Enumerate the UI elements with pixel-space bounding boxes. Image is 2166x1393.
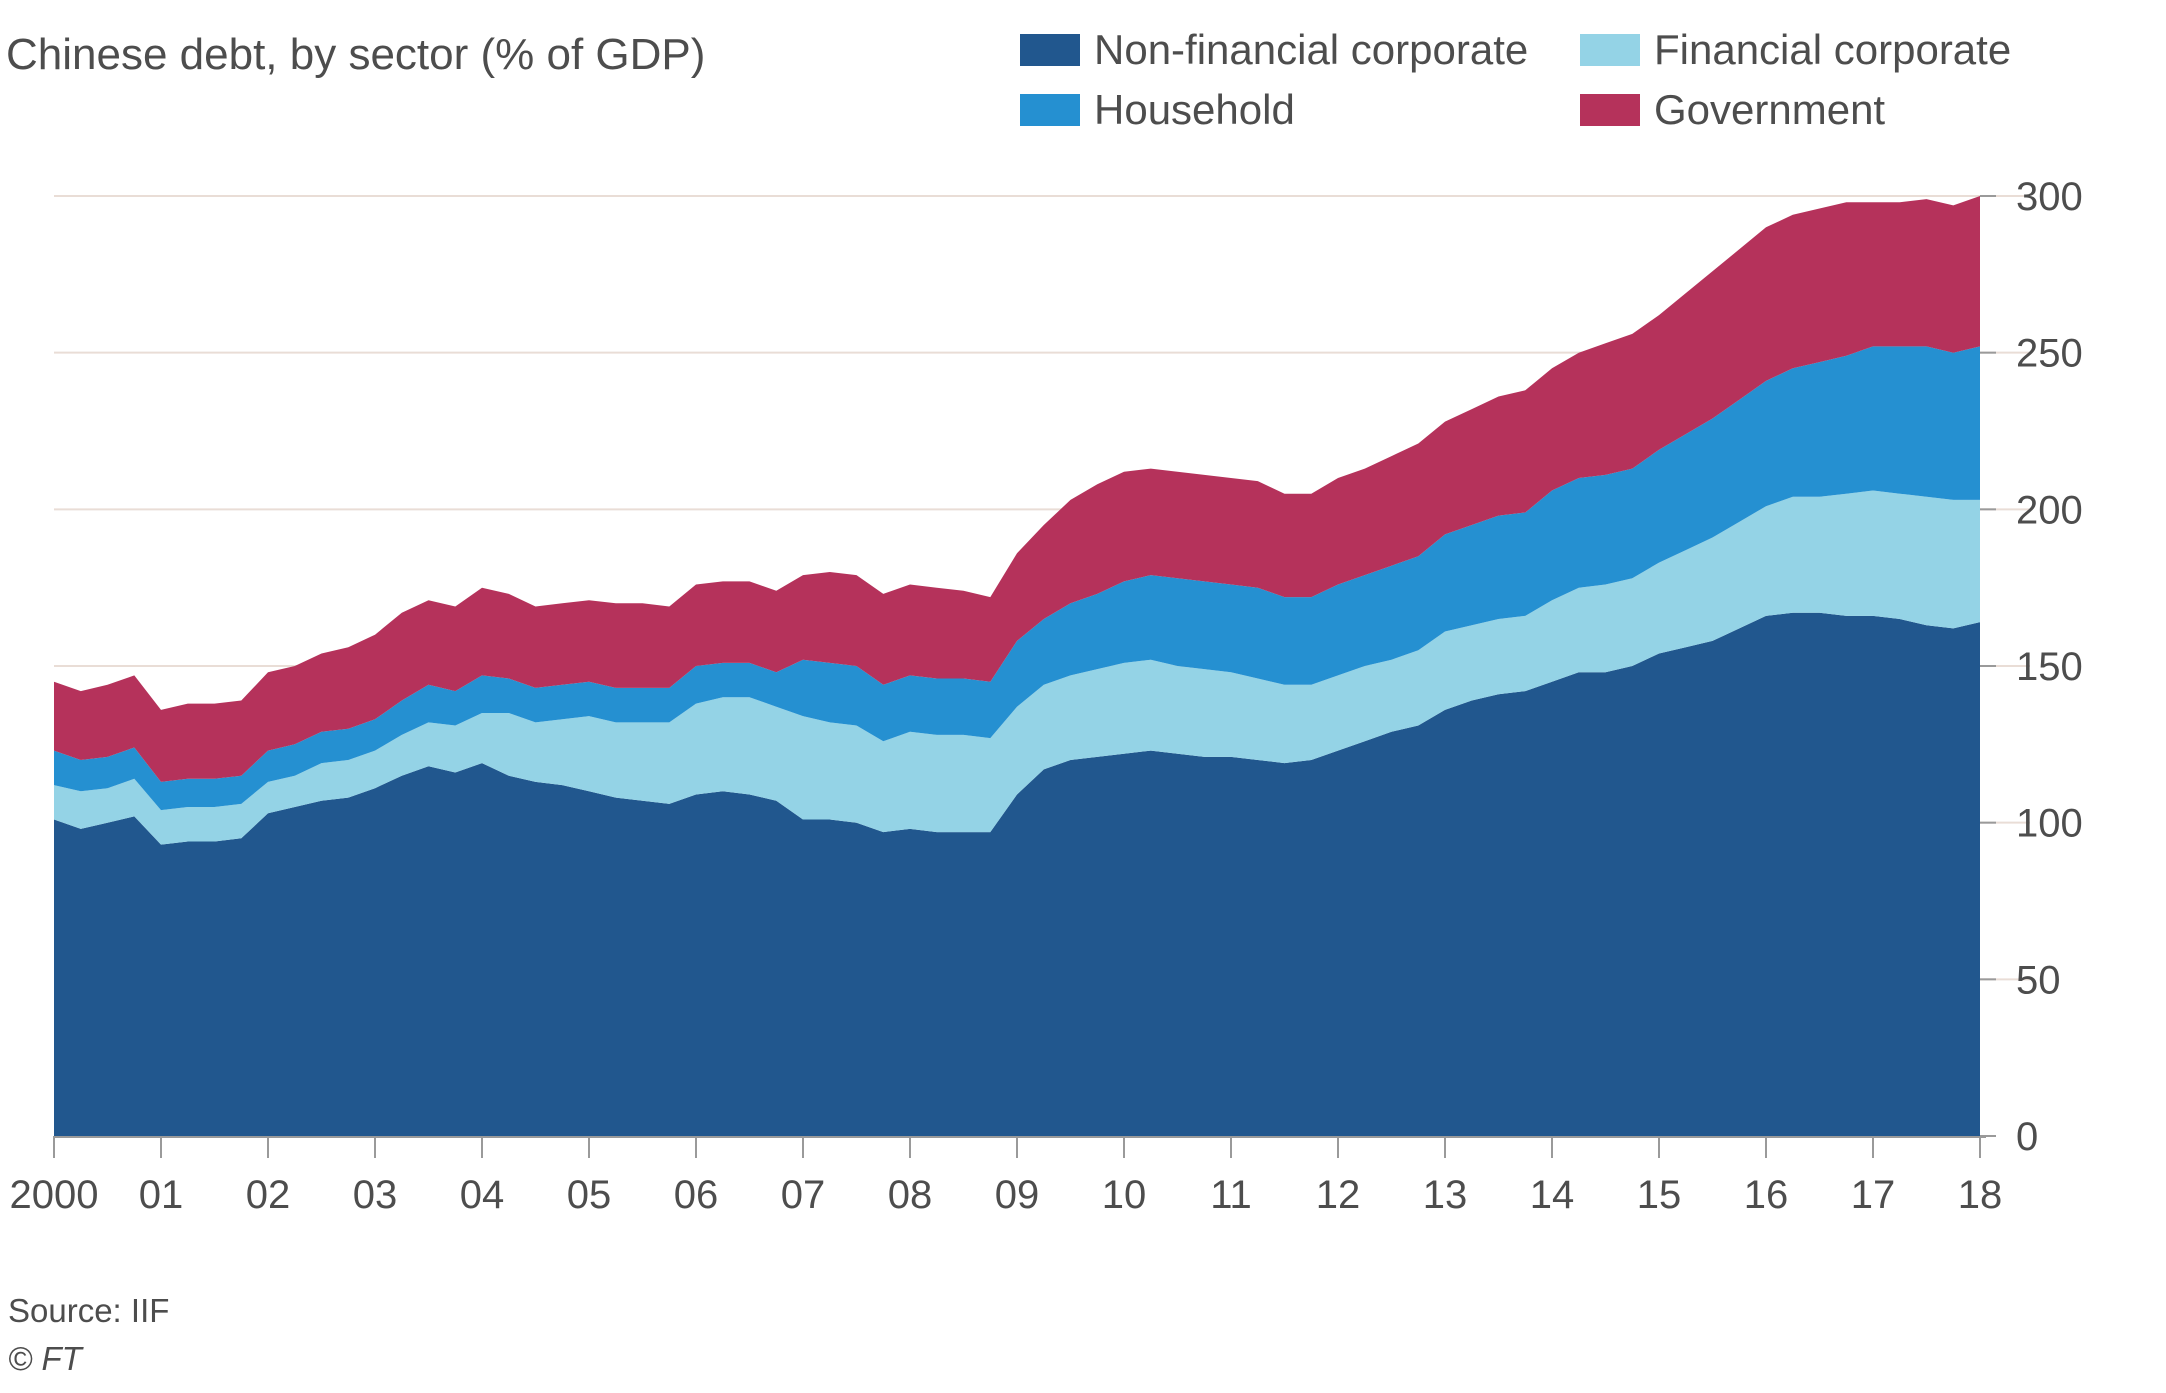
x-tick-label-01: 01 [139,1173,184,1217]
legend-swatch-financial [1580,34,1640,66]
legend-item-government: Government [1580,86,1885,134]
x-tick-label-14: 14 [1530,1173,1575,1217]
legend-item-nonfinancial: Non-financial corporate [1020,26,1528,74]
legend-item-financial: Financial corporate [1580,26,2011,74]
x-tick-label-16: 16 [1744,1173,1789,1217]
area-nonfinancial [54,612,1980,1136]
x-tick-label-08: 08 [888,1173,933,1217]
legend-label-nonfinancial: Non-financial corporate [1094,26,1529,73]
x-tick-label-05: 05 [567,1173,612,1217]
x-tick-label-11: 11 [1210,1173,1252,1217]
x-tick-label-10: 10 [1102,1173,1147,1217]
x-tick-label-03: 03 [353,1173,398,1217]
y-tick-label-250: 250 [2016,332,2083,376]
x-tick-label-12: 12 [1316,1173,1361,1217]
legend-label-financial: Financial corporate [1654,26,2012,73]
area-government [54,196,1980,782]
legend-swatch-government [1580,94,1640,126]
copyright-note: © FT [8,1340,82,1377]
x-tick-label-18: 18 [1958,1173,2003,1217]
x-tick-label-02: 02 [246,1173,291,1217]
y-tick-label-150: 150 [2016,645,2083,689]
x-tick-label-04: 04 [460,1173,505,1217]
area-household [54,346,1980,811]
x-tick-label-13: 13 [1423,1173,1468,1217]
x-tick-label-06: 06 [674,1173,719,1217]
source-note: Source: IIF [8,1292,170,1329]
y-tick-label-100: 100 [2016,802,2083,846]
y-tick-label-200: 200 [2016,488,2083,532]
legend-swatch-household [1020,94,1080,126]
chart-title: Chinese debt, by sector (% of GDP) [6,30,706,79]
legend-item-household: Household [1020,86,1295,134]
legend-swatch-nonfinancial [1020,34,1080,66]
x-tick-label-09: 09 [995,1173,1040,1217]
x-tick-label-15: 15 [1637,1173,1682,1217]
legend-label-household: Household [1094,86,1295,133]
y-tick-label-300: 300 [2016,175,2083,219]
x-tick-label-2000: 2000 [10,1173,99,1217]
x-tick-label-17: 17 [1851,1173,1896,1217]
y-tick-label-0: 0 [2016,1115,2038,1159]
legend-label-government: Government [1654,86,1886,133]
y-tick-label-50: 50 [2016,958,2061,1002]
area-financial [54,490,1980,845]
x-tick-label-07: 07 [781,1173,826,1217]
